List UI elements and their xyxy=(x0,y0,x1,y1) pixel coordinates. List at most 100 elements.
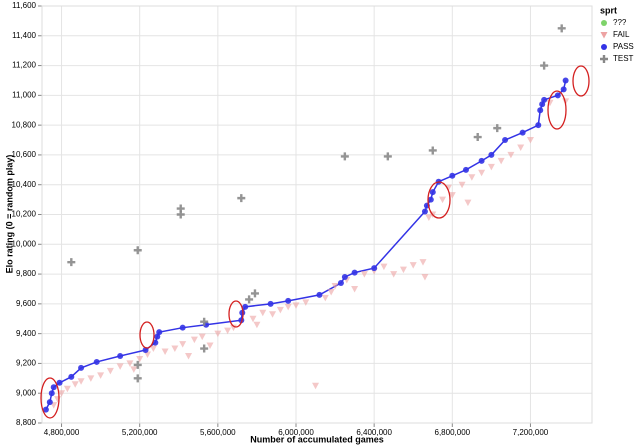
x-tick-label: 6,800,000 xyxy=(435,428,471,437)
point xyxy=(557,24,566,33)
point xyxy=(331,282,339,290)
x-axis-title: Number of accumulated games xyxy=(250,434,384,444)
y-tick-label: 9,000 xyxy=(16,388,37,397)
point xyxy=(253,321,261,329)
point xyxy=(106,367,114,375)
point xyxy=(185,352,193,360)
point xyxy=(42,406,49,413)
highlight-ellipse xyxy=(547,90,567,130)
x-tick-label: 6,000,000 xyxy=(278,428,314,437)
point xyxy=(554,92,561,99)
point xyxy=(245,295,254,304)
y-axis-title: Elo rating (0 = random play) xyxy=(4,155,14,274)
point xyxy=(535,122,542,129)
point xyxy=(493,124,502,133)
point xyxy=(337,280,344,287)
y-tick-label: 11,400 xyxy=(12,31,36,40)
point xyxy=(284,303,292,311)
line xyxy=(45,80,567,410)
y-tick-label: 11,600 xyxy=(12,1,36,10)
point xyxy=(68,373,75,380)
point xyxy=(200,344,209,353)
point xyxy=(176,210,185,219)
point xyxy=(200,317,209,326)
highlight-ellipse xyxy=(228,300,244,328)
point xyxy=(56,379,63,386)
point xyxy=(419,259,427,266)
legend-label: PASS xyxy=(613,42,634,51)
point xyxy=(421,208,428,215)
point xyxy=(136,355,144,363)
x-tick-label: 5,200,000 xyxy=(122,428,158,437)
point xyxy=(161,348,169,356)
point xyxy=(478,157,485,164)
point xyxy=(71,381,79,388)
point xyxy=(468,174,476,181)
legend-marker xyxy=(600,55,608,63)
point xyxy=(198,333,206,341)
y-tick-label: 10,000 xyxy=(12,239,37,248)
point xyxy=(67,258,76,267)
point xyxy=(46,399,53,406)
point xyxy=(360,271,368,278)
point xyxy=(133,360,142,369)
legend-marker xyxy=(601,20,607,26)
point xyxy=(171,345,179,353)
point xyxy=(399,266,407,274)
legend-label: FAIL xyxy=(613,30,630,39)
point xyxy=(427,196,434,203)
point xyxy=(249,315,257,323)
point xyxy=(562,77,569,84)
y-tick-label: 10,400 xyxy=(12,180,37,189)
point xyxy=(269,311,277,318)
point xyxy=(179,324,186,331)
point xyxy=(250,289,259,298)
point xyxy=(117,352,124,359)
y-tick-label: 10,200 xyxy=(12,210,37,219)
point xyxy=(259,309,267,317)
point xyxy=(371,265,378,272)
point xyxy=(130,366,138,373)
point xyxy=(487,163,495,171)
x-tick-label: 4,800,000 xyxy=(44,428,80,437)
point xyxy=(429,189,436,196)
point xyxy=(87,375,95,382)
legend-marker xyxy=(600,32,608,39)
point xyxy=(190,336,198,344)
point xyxy=(439,196,447,204)
point xyxy=(497,157,505,165)
y-tick-label: 9,600 xyxy=(16,299,37,308)
point xyxy=(224,327,232,335)
point xyxy=(276,306,284,314)
point xyxy=(539,101,546,108)
annotations xyxy=(40,65,590,419)
point xyxy=(93,358,100,365)
point xyxy=(58,390,66,397)
point xyxy=(517,144,525,151)
highlight-ellipse xyxy=(139,321,155,349)
highlight-ellipse xyxy=(572,65,590,97)
y-tick-label: 11,000 xyxy=(12,90,36,99)
point xyxy=(179,341,187,348)
point xyxy=(50,384,57,391)
point xyxy=(321,294,329,302)
x-tick-label: 6,400,000 xyxy=(356,428,392,437)
point xyxy=(449,172,456,179)
point xyxy=(473,133,482,142)
point xyxy=(540,61,549,70)
point xyxy=(54,396,62,403)
highlight-ellipse xyxy=(427,181,451,219)
point xyxy=(546,99,554,107)
point xyxy=(133,246,142,255)
point xyxy=(458,181,466,189)
point xyxy=(448,192,456,199)
point xyxy=(502,137,509,144)
point xyxy=(292,302,300,309)
point xyxy=(312,382,320,390)
point xyxy=(97,372,105,379)
point xyxy=(488,151,495,158)
point xyxy=(537,107,544,114)
point xyxy=(214,330,222,338)
point xyxy=(541,96,548,103)
point xyxy=(316,291,323,298)
